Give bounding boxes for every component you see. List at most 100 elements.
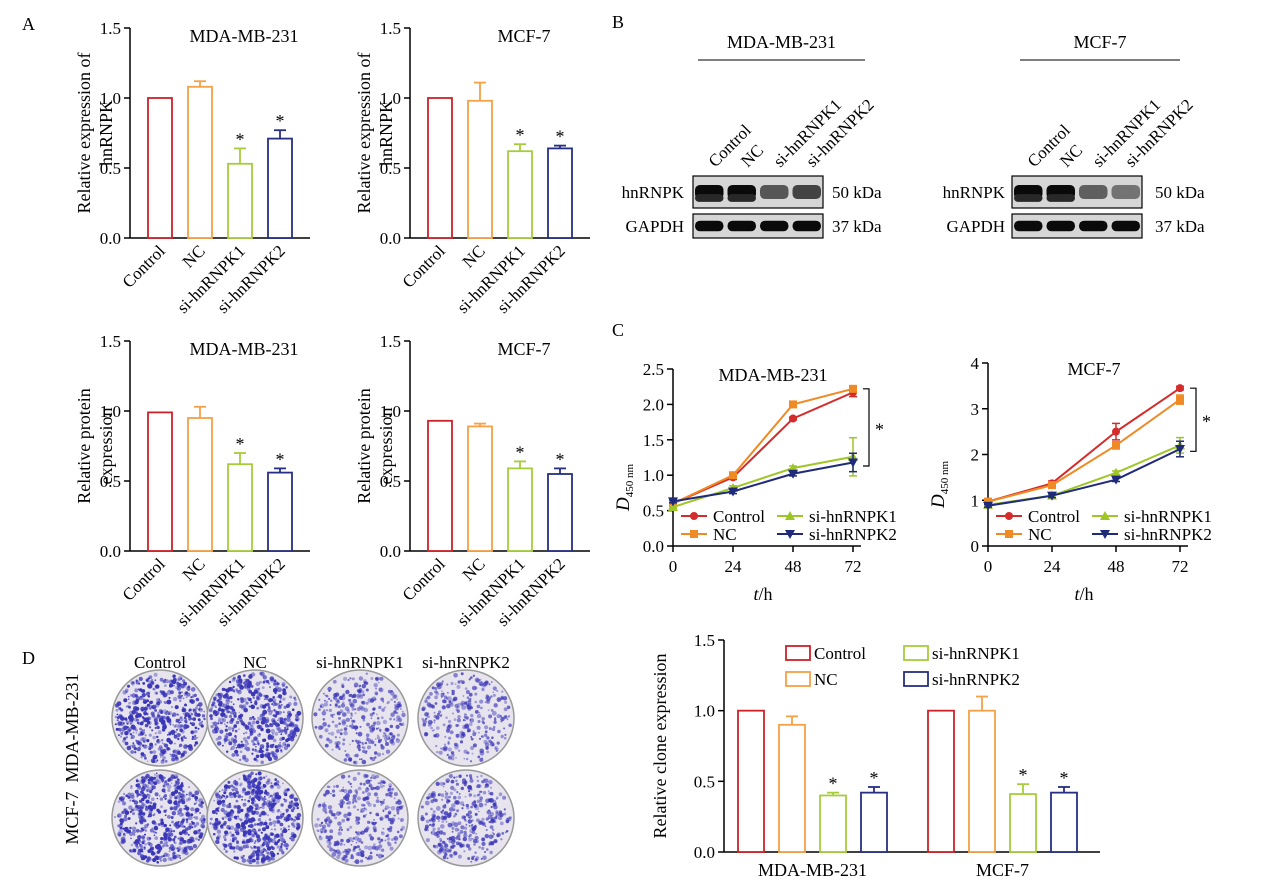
colony-spot: [375, 727, 379, 730]
colony-spot: [129, 786, 133, 790]
colony-spot: [500, 720, 503, 723]
colony-spot: [436, 834, 440, 839]
colony-spot: [270, 709, 274, 713]
colony-spot: [200, 823, 205, 829]
colony-spot: [380, 744, 383, 747]
colony-spot: [173, 835, 177, 839]
colony-spot: [491, 842, 494, 845]
colony-spot: [136, 718, 140, 722]
colony-spot: [380, 738, 383, 741]
colony-spot: [332, 679, 337, 684]
colony-spot: [242, 787, 247, 792]
colony-spot: [277, 783, 280, 786]
colony-spot: [489, 791, 494, 796]
colony-spot: [201, 720, 204, 723]
colony-spot: [425, 838, 430, 843]
colony-spot: [180, 718, 184, 722]
legend-label: si-hnRNPK2: [809, 525, 897, 544]
colony-spot: [491, 828, 495, 831]
colony-spot: [384, 805, 390, 810]
colony-spot: [267, 752, 271, 756]
colony-spot: [464, 719, 467, 722]
colony-spot: [481, 780, 485, 784]
colony-spot: [190, 696, 193, 699]
colony-spot: [468, 793, 472, 797]
colony-spot: [435, 845, 439, 849]
colony-spot: [365, 813, 368, 816]
colony-spot: [188, 845, 193, 851]
colony-spot: [352, 698, 358, 704]
colony-spot: [359, 684, 362, 687]
colony-spot: [176, 794, 179, 797]
colony-spot: [489, 825, 494, 829]
colony-spot: [155, 692, 159, 695]
colony-spot: [239, 685, 245, 690]
colony-spot: [246, 845, 249, 849]
y-axis-label: Relative protein: [354, 388, 374, 503]
colony-spot: [261, 805, 265, 810]
colony-spot: [280, 842, 284, 846]
chart-title: MDA-MB-231: [189, 26, 298, 46]
colony-spot: [195, 697, 200, 702]
colony-spot: [194, 790, 200, 796]
colony-spot: [243, 674, 246, 677]
colony-spot: [440, 810, 443, 814]
bar: [547, 473, 573, 552]
colony-spot: [446, 753, 449, 757]
colony-spot: [440, 810, 445, 815]
colony-spot: [337, 821, 342, 826]
colony-spot: [339, 826, 343, 830]
colony-spot: [128, 701, 132, 705]
colony-spot: [164, 814, 167, 817]
colony-spot: [296, 822, 301, 827]
colony-spot: [448, 838, 453, 844]
colony-spot: [198, 829, 201, 832]
colony-spot: [494, 718, 497, 722]
colony-spot: [340, 728, 343, 732]
colony-spot: [488, 809, 491, 812]
colony-spot: [466, 757, 469, 761]
colony-spot: [489, 798, 494, 803]
colony-spot: [159, 797, 164, 801]
colony-spot: [261, 716, 267, 722]
y-tick-label: 1.5: [380, 19, 401, 38]
colony-spot: [128, 728, 132, 733]
colony-spot: [400, 818, 404, 822]
colony-spot: [358, 676, 364, 681]
y-tick-label: 0.0: [380, 542, 401, 561]
y-tick-label: 0.0: [694, 843, 715, 862]
colony-spot: [347, 678, 350, 682]
marker-square: [1005, 530, 1013, 538]
colony-spot: [259, 849, 264, 853]
colony-spot: [170, 729, 176, 735]
colony-spot: [217, 692, 221, 696]
colony-spot: [361, 759, 367, 765]
colony-spot: [250, 797, 255, 802]
colony-spot: [165, 784, 168, 786]
colony-spot: [120, 731, 124, 735]
colony-dish: [311, 769, 409, 867]
colony-spot: [248, 860, 253, 865]
colony-spot: [233, 714, 237, 718]
colony-spot: [491, 736, 494, 739]
colony-spot: [212, 721, 218, 727]
y-axis-label: Relative clone expression: [650, 654, 670, 839]
colony-spot: [383, 731, 386, 735]
colony-spot: [248, 805, 253, 810]
colony-spot: [151, 729, 154, 732]
colony-spot: [453, 795, 457, 800]
colony-spot: [190, 807, 195, 812]
colony-spot: [235, 829, 240, 834]
colony-spot: [478, 802, 484, 808]
colony-spot: [182, 790, 186, 793]
colony-spot: [485, 828, 488, 832]
colony-spot: [441, 680, 444, 683]
colony-spot: [219, 702, 225, 708]
colony-spot: [166, 734, 169, 736]
series-line: [672, 391, 854, 505]
x-axis-label: t/h: [1074, 584, 1093, 604]
colony-spot: [318, 725, 323, 730]
colony-spot: [147, 778, 151, 782]
colony-spot: [194, 741, 199, 745]
colony-spot: [352, 840, 354, 843]
